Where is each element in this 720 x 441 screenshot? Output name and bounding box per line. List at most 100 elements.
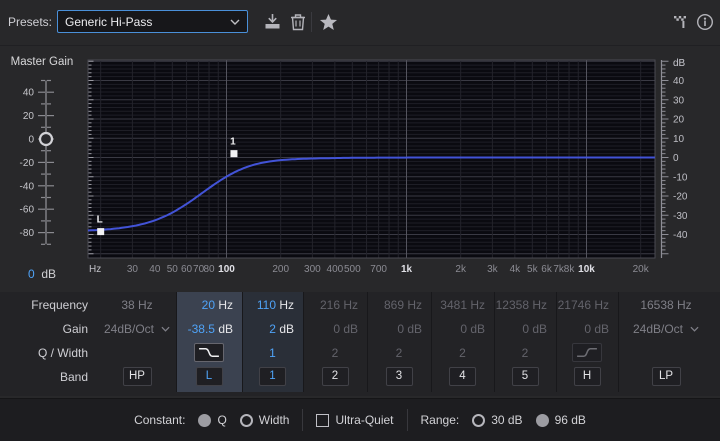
column-divider <box>494 292 495 392</box>
range-30db-radio[interactable] <box>472 413 486 427</box>
options-bar: Constant: Q Width Ultra-Quiet Range: 30 … <box>0 398 720 441</box>
eq-gain-5[interactable]: 0 dB <box>522 322 547 336</box>
band-toggle-4[interactable]: 4 <box>449 367 476 386</box>
eq-handle-1[interactable]: 1 <box>230 137 238 158</box>
master-gain-value: 0 dB <box>0 267 84 281</box>
freq-tick-label: 300 <box>304 264 321 275</box>
eq-gain-1[interactable]: 2 dB <box>242 318 303 340</box>
eq-frequency-1[interactable]: 110 Hz <box>242 294 303 316</box>
eq-gain-3[interactable]: 0 dB <box>397 322 422 336</box>
master-gain-tick-label: -20 <box>20 158 35 169</box>
eq-q-2[interactable]: 2 <box>331 346 339 360</box>
freq-tick-label: 80 <box>203 264 215 275</box>
master-gain-tick-label: -80 <box>20 228 35 239</box>
ultra-quiet-label: Ultra-Quiet <box>335 413 394 427</box>
db-tick-label: -40 <box>673 230 688 241</box>
save-preset-button[interactable] <box>261 11 283 33</box>
freq-tick-label: 100 <box>218 264 235 275</box>
freq-tick-label: 70 <box>193 264 205 275</box>
master-gain-knob[interactable] <box>38 131 54 147</box>
band-toggle-L[interactable]: L <box>195 367 223 386</box>
preset-dropdown[interactable]: Generic Hi-Pass <box>57 10 248 33</box>
routing-button[interactable] <box>670 11 692 33</box>
band-toggle-HP[interactable]: HP <box>122 367 152 386</box>
eq-value-number: 2 <box>269 322 276 336</box>
freq-tick-label: 40 <box>149 264 161 275</box>
eq-frequency-LP[interactable]: 16538 Hz <box>640 298 692 312</box>
eq-handle-square[interactable] <box>230 150 238 158</box>
trash-icon <box>291 14 305 31</box>
freq-tick-label: 7k <box>553 264 565 275</box>
master-gain-slider[interactable]: 40 20 0 -20 -40 -60 -80 <box>0 44 84 266</box>
column-divider <box>242 292 243 392</box>
constant-width-radio[interactable] <box>239 413 253 427</box>
eq-slope-value: 24dB/Oct <box>103 322 155 336</box>
eq-q-1[interactable]: 1 <box>269 346 276 360</box>
favorite-preset-button[interactable] <box>317 11 339 33</box>
routing-icon <box>674 16 686 28</box>
eq-shelf-shape-button-L[interactable] <box>194 343 224 362</box>
db-tick-label: -10 <box>673 172 688 183</box>
delete-preset-button[interactable] <box>287 11 309 33</box>
master-gain-unit-text: dB <box>41 267 57 281</box>
master-gain-label: Master Gain <box>10 56 74 68</box>
eq-gain-4[interactable]: 0 dB <box>460 322 485 336</box>
row-label: Gain <box>62 322 88 336</box>
constant-q-label: Q <box>217 413 227 427</box>
eq-frequency-3[interactable]: 869 Hz <box>383 298 422 312</box>
range-30db-label: 30 dB <box>491 413 523 427</box>
range-96db-radio[interactable] <box>535 413 549 427</box>
eq-frequency-H[interactable]: 21746 Hz <box>557 298 609 312</box>
band-toggle-2[interactable]: 2 <box>321 367 349 386</box>
eq-frequency-L[interactable]: 20 Hz <box>176 294 242 316</box>
db-tick-label: 0 <box>673 153 679 164</box>
eq-slope-dropdown-LP[interactable]: 24dB/Oct <box>618 318 714 340</box>
db-tick-label: 40 <box>673 76 685 87</box>
band-toggle-H[interactable]: H <box>573 367 601 386</box>
band-toggle-5[interactable]: 5 <box>511 367 539 386</box>
eq-gain-2[interactable]: 0 dB <box>333 322 358 336</box>
eq-handle-square[interactable] <box>97 228 105 236</box>
constant-q-radio[interactable] <box>198 413 212 427</box>
footer-separator <box>406 409 408 431</box>
master-gain-tick-label: -60 <box>20 205 35 216</box>
eq-value-unit: Hz <box>215 298 233 312</box>
eq-frequency-HP[interactable]: 38 Hz <box>121 298 153 312</box>
eq-frequency-2[interactable]: 216 Hz <box>319 298 358 312</box>
eq-q-5[interactable]: 2 <box>521 346 529 360</box>
column-divider <box>618 292 619 392</box>
master-gain-tick-label: -40 <box>20 181 35 192</box>
row-label: Frequency <box>31 298 88 312</box>
chevron-down-icon <box>161 326 170 332</box>
eq-gain-H[interactable]: 0 dB <box>584 322 609 336</box>
eq-handle-L[interactable]: L <box>97 215 105 236</box>
range-96db-label: 96 dB <box>554 413 586 427</box>
band-toggle-LP[interactable]: LP <box>651 367 681 386</box>
ultra-quiet-checkbox[interactable] <box>316 413 330 427</box>
info-button[interactable] <box>694 11 716 33</box>
plot-grid <box>88 60 655 258</box>
constant-label: Constant: <box>134 413 186 427</box>
eq-gain-L[interactable]: -38.5 dB <box>176 318 242 340</box>
freq-tick-label: 50 <box>167 264 179 275</box>
db-ruler: dB 40 30 20 10 0 -10 -20 -30 -40 <box>660 58 688 258</box>
freq-tick-label: 500 <box>344 264 361 275</box>
master-gain-number: 0 <box>27 267 35 281</box>
db-tick-label: 30 <box>673 95 685 106</box>
eq-response-curve[interactable] <box>87 156 655 232</box>
eq-q-3[interactable]: 2 <box>395 346 403 360</box>
eq-slope-dropdown-HP[interactable]: 24dB/Oct <box>98 318 176 340</box>
band-toggle-1[interactable]: 1 <box>259 367 286 386</box>
eq-frequency-5[interactable]: 12358 Hz <box>495 298 547 312</box>
eq-handle-label: 1 <box>230 137 236 148</box>
freq-tick-label: 200 <box>272 264 289 275</box>
eq-shelf-shape-button-H[interactable] <box>572 343 602 362</box>
freq-tick-label: 700 <box>370 264 387 275</box>
eq-q-4[interactable]: 2 <box>459 346 466 360</box>
freq-tick-label: 2k <box>455 264 467 275</box>
eq-parameter-table: Frequency Gain Q / Width Band 38 Hz 24dB/Oct H… <box>0 292 720 396</box>
hz-axis-unit: Hz <box>89 264 101 275</box>
eq-frequency-4[interactable]: 3481 Hz <box>440 298 485 312</box>
band-toggle-3[interactable]: 3 <box>385 367 413 386</box>
